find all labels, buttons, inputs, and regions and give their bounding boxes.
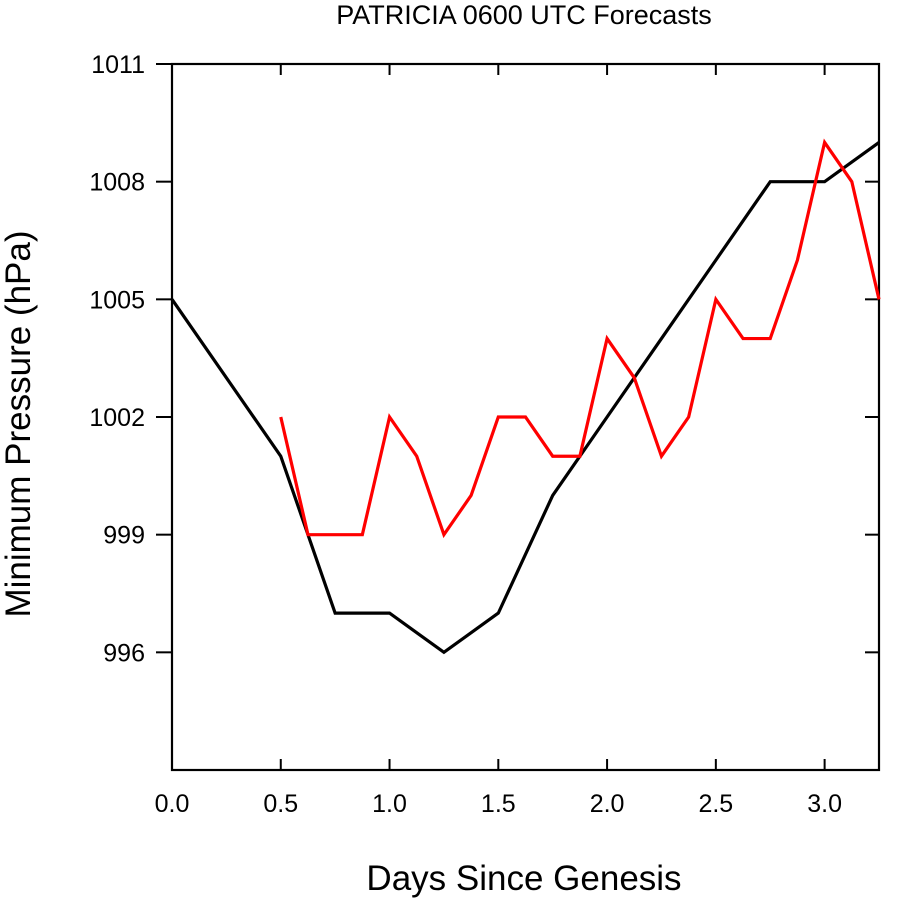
series-line-2 bbox=[279, 138, 881, 539]
x-tick-label: 1.5 bbox=[481, 790, 516, 818]
x-tick-label: 0.5 bbox=[263, 790, 298, 818]
x-axis-ticks: 0.0 0.5 1.0 1.5 2.0 2.5 3.0 bbox=[155, 64, 842, 818]
x-axis-title: Days Since Genesis bbox=[366, 859, 681, 898]
y-tick-label: 1011 bbox=[91, 51, 145, 79]
y-tick-label: 1002 bbox=[89, 404, 145, 432]
y-axis-title: Minimum Pressure (hPa) bbox=[0, 230, 38, 617]
series-layer bbox=[170, 138, 881, 655]
y-tick-label: 996 bbox=[103, 639, 145, 667]
y-tick-label: 999 bbox=[103, 522, 145, 550]
x-tick-label: 1.0 bbox=[372, 790, 407, 818]
y-tick-label: 1005 bbox=[89, 286, 145, 314]
x-tick-label: 2.5 bbox=[698, 790, 733, 818]
x-tick-label: 2.0 bbox=[590, 790, 625, 818]
x-tick-label: 0.0 bbox=[155, 790, 190, 818]
series-line-1 bbox=[170, 141, 880, 655]
chart-title: PATRICIA 0600 UTC Forecasts bbox=[336, 0, 712, 30]
y-tick-label: 1008 bbox=[89, 169, 145, 197]
x-tick-label: 3.0 bbox=[807, 790, 842, 818]
y-axis-ticks: 996 999 1002 1005 1008 1011 bbox=[89, 51, 879, 667]
